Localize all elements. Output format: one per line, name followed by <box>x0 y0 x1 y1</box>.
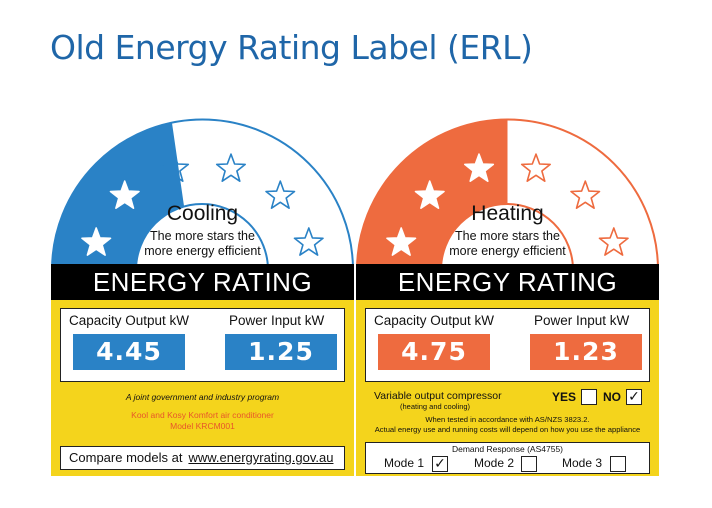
heating-star-3-filled-icon <box>464 153 495 182</box>
cooling-subtitle-1: The more stars the <box>150 229 255 243</box>
heating-star-2-filled-icon <box>414 180 445 209</box>
cooling-star-1-filled-icon <box>81 227 112 256</box>
demand-response-title: Demand Response (AS4755) <box>451 444 564 454</box>
compressor-text: Variable output compressor <box>374 390 502 402</box>
cooling-star-5-outline-icon <box>265 180 296 209</box>
cooling-label: Cooling The more stars the more energy e… <box>50 102 355 476</box>
heating-subtitle-2: more energy efficient <box>449 244 566 258</box>
cooling-star-3-outline-icon <box>159 153 190 182</box>
heating-label: Heating The more stars the more energy e… <box>355 102 660 476</box>
heating-subtitle-1: The more stars the <box>455 229 560 243</box>
mode-2-label: Mode 2 <box>474 456 515 470</box>
yes-checkbox[interactable] <box>581 389 597 405</box>
demand-response-box: Demand Response (AS4755) Mode 1 ✓ Mode 2… <box>365 442 650 474</box>
cooling-star-4-outline-icon <box>215 153 246 182</box>
no-label: NO <box>603 390 621 404</box>
heating-power-value: 1.23 <box>530 334 642 370</box>
heating-capacity-label: Capacity Output kW <box>374 313 495 328</box>
heating-inner-circle <box>439 203 575 271</box>
cooling-rating-banner: ENERGY RATING <box>51 264 354 300</box>
mode-2-checkbox[interactable] <box>521 456 537 472</box>
mode-3-checkbox[interactable] <box>610 456 626 472</box>
compressor-subtext: (heating and cooling) <box>400 402 471 411</box>
cooling-star-arc <box>50 118 355 271</box>
tested-note: When tested in accordance with AS/NZS 38… <box>425 415 590 424</box>
heating-star-6-outline-icon <box>598 227 629 256</box>
heating-power-label: Power Input kW <box>534 313 630 328</box>
compare-url-link[interactable]: www.energyrating.gov.au <box>188 450 334 465</box>
heating-info-area: Capacity Output kW Power Input kW 4.75 1… <box>356 300 659 476</box>
heating-star-5-outline-icon <box>570 180 601 209</box>
program-text: A joint government and industry program <box>125 392 280 402</box>
heating-rating-banner: ENERGY RATING <box>356 264 659 300</box>
cooling-star-2-filled-icon <box>109 180 140 209</box>
compare-text: Compare models at <box>69 450 183 465</box>
cooling-heading: Cooling <box>166 202 239 225</box>
page-title: Old Energy Rating Label (ERL) <box>50 28 533 67</box>
mode-1-label: Mode 1 <box>384 456 425 470</box>
cooling-power-label: Power Input kW <box>229 313 325 328</box>
cooling-values-box: Capacity Output kW Power Input kW 4.45 1… <box>60 308 345 382</box>
cooling-capacity-value: 4.45 <box>73 334 185 370</box>
heating-star-arc <box>355 118 660 271</box>
yes-label: YES <box>552 390 577 404</box>
no-checkbox[interactable]: ✓ <box>626 389 642 405</box>
cooling-info-area: Capacity Output kW Power Input kW 4.45 1… <box>51 300 354 476</box>
heating-capacity-value: 4.75 <box>378 334 490 370</box>
product-line: Kool and Kosy Komfort air conditioner <box>131 410 274 420</box>
mode-3-label: Mode 3 <box>562 456 603 470</box>
model-line: Model KRCM001 <box>170 421 235 431</box>
cooling-capacity-label: Capacity Output kW <box>69 313 190 328</box>
heating-star-4-outline-icon <box>520 153 551 182</box>
heating-heading: Heating <box>471 202 544 225</box>
cooling-power-value: 1.25 <box>225 334 337 370</box>
compare-models-box: Compare models at www.energyrating.gov.au <box>60 446 345 470</box>
heating-values-box: Capacity Output kW Power Input kW 4.75 1… <box>365 308 650 382</box>
cooling-inner-circle <box>134 203 270 271</box>
heating-star-1-filled-icon <box>386 227 417 256</box>
cooling-star-6-outline-icon <box>293 227 324 256</box>
actual-use-note: Actual energy use and running costs will… <box>374 425 641 434</box>
mode-1-checkbox[interactable]: ✓ <box>432 456 448 472</box>
cooling-subtitle-2: more energy efficient <box>144 244 261 258</box>
